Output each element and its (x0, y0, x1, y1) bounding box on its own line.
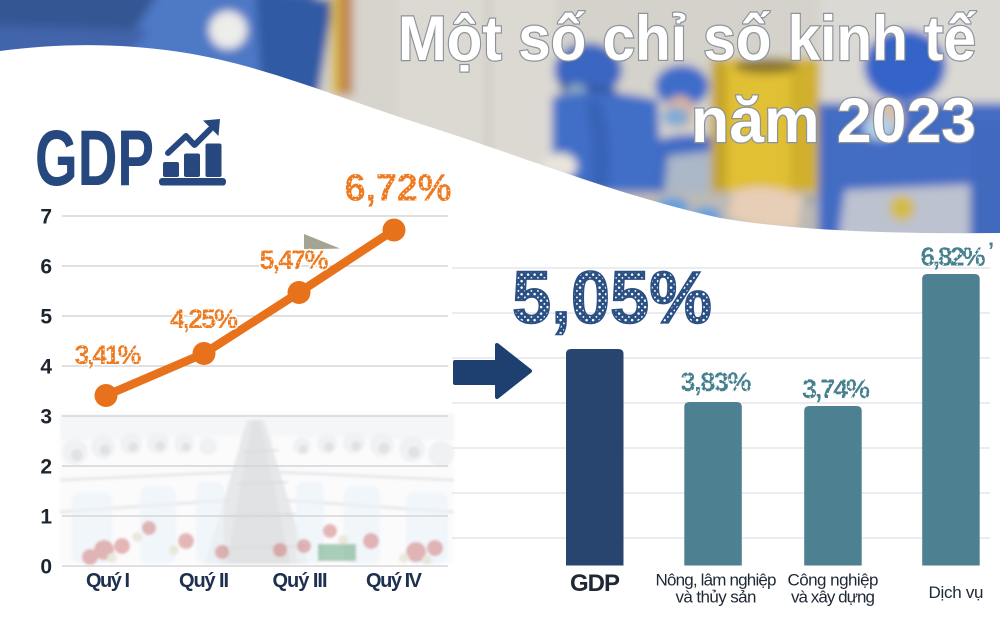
svg-text:Quý III: Quý III (273, 570, 328, 592)
svg-text:và thủy sản: và thủy sản (676, 588, 757, 607)
svg-text:6,72%: 6,72% (345, 168, 452, 210)
svg-text:7: 7 (40, 206, 52, 229)
svg-text:4,25%: 4,25% (170, 304, 238, 334)
svg-text:năm 2023: năm 2023 (691, 86, 976, 156)
svg-text:Quý II: Quý II (179, 570, 229, 592)
svg-text:Quý IV: Quý IV (366, 570, 423, 592)
svg-text:5,05%: 5,05% (512, 256, 712, 339)
svg-text:2: 2 (40, 456, 52, 479)
svg-text:’: ’ (988, 238, 994, 263)
svg-text:5,47%: 5,47% (260, 245, 329, 275)
svg-text:3,41%: 3,41% (75, 340, 142, 370)
svg-text:và xây dựng: và xây dựng (791, 588, 875, 607)
svg-text:Một số chỉ số kinh tế: Một số chỉ số kinh tế (398, 4, 977, 74)
svg-text:GDP: GDP (35, 113, 154, 202)
svg-text:3,83%: 3,83% (681, 367, 752, 397)
svg-text:1: 1 (40, 506, 52, 529)
svg-text:5: 5 (40, 306, 52, 329)
svg-text:4: 4 (40, 356, 52, 379)
svg-text:Quý I: Quý I (86, 570, 130, 592)
svg-text:Nông, lâm nghiệp: Nông, lâm nghiệp (656, 571, 777, 590)
svg-text:6: 6 (40, 256, 52, 279)
svg-text:3: 3 (40, 406, 52, 429)
svg-text:6,82%: 6,82% (921, 242, 986, 272)
svg-text:GDP: GDP (570, 570, 620, 597)
svg-text:0: 0 (40, 556, 52, 579)
svg-text:Dịch vụ: Dịch vụ (929, 583, 984, 602)
svg-text:3,74%: 3,74% (802, 374, 870, 404)
svg-text:Công nghiệp: Công nghiệp (788, 571, 879, 590)
